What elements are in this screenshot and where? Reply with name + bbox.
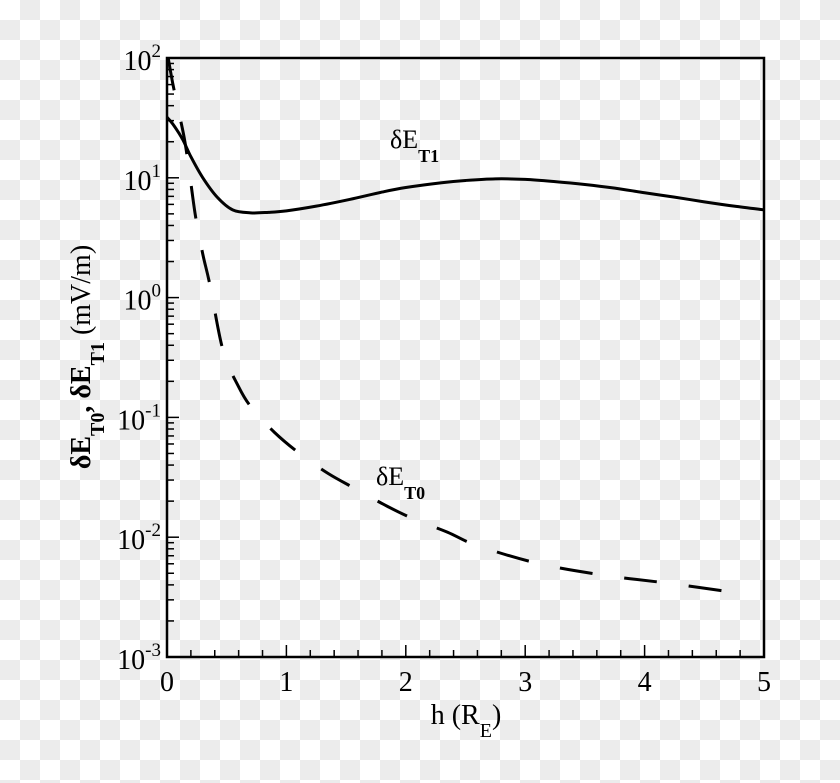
x-tick-label: 2 <box>399 667 413 698</box>
y-axis-label-part: δE <box>66 436 97 469</box>
plot-frame <box>165 56 766 659</box>
series-label-t0: δET0 <box>376 462 425 503</box>
series-label-t1: δET1 <box>390 125 439 166</box>
series-layer <box>165 57 765 595</box>
y-tick-exp: -1 <box>145 400 161 421</box>
y-axis-label-sub: T0 <box>87 413 109 436</box>
major-ticks <box>167 177 646 657</box>
y-tick-exp: 1 <box>152 161 162 182</box>
series-line-t1 <box>165 116 765 215</box>
y-tick-base: 10 <box>117 525 145 556</box>
series-label-t0-main: δE <box>376 462 404 491</box>
series-line-t0 <box>166 57 741 595</box>
x-tick-label: 1 <box>279 667 293 698</box>
x-axis-label-close: ) <box>492 700 501 731</box>
minor-ticks <box>167 62 741 657</box>
y-tick-base: 10 <box>124 166 152 197</box>
y-tick-label: 10-1 <box>117 400 161 436</box>
x-tick-label: 5 <box>757 667 771 698</box>
x-tick-label: 4 <box>638 667 652 698</box>
y-tick-base: 10 <box>117 645 145 676</box>
series-label-t1-sub: T1 <box>418 146 439 166</box>
y-tick-exp: 0 <box>152 281 162 302</box>
series-label-t0-sub: T0 <box>404 483 425 503</box>
y-axis-label-part: (mV/m) <box>66 245 97 342</box>
x-axis-label-sub: E <box>480 720 492 742</box>
y-tick-base: 10 <box>117 405 145 436</box>
y-tick-label: 10-2 <box>117 520 161 556</box>
y-tick-label: 100 <box>124 281 162 317</box>
y-tick-label: 102 <box>124 41 162 77</box>
y-axis-label-sub: T1 <box>87 342 109 365</box>
y-tick-base: 10 <box>124 286 152 317</box>
x-tick-label: 3 <box>518 667 532 698</box>
series-label-t1-main: δE <box>390 125 418 154</box>
y-tick-label: 101 <box>124 161 162 197</box>
y-tick-exp: -3 <box>145 640 161 661</box>
x-axis-label: h (RE) <box>431 700 502 742</box>
x-tick-label: 0 <box>160 667 174 698</box>
x-tick-labels: 0 1 2 3 4 5 <box>160 667 771 698</box>
y-tick-exp: 2 <box>152 41 162 62</box>
y-tick-exp: -2 <box>145 520 161 541</box>
x-axis-label-main: h (R <box>431 700 480 731</box>
y-tick-base: 10 <box>124 46 152 77</box>
y-axis-label: δET0, δET1 (mV/m) <box>66 245 109 469</box>
y-tick-label: 10-3 <box>117 640 161 676</box>
y-axis-label-part: , δE <box>66 365 97 412</box>
